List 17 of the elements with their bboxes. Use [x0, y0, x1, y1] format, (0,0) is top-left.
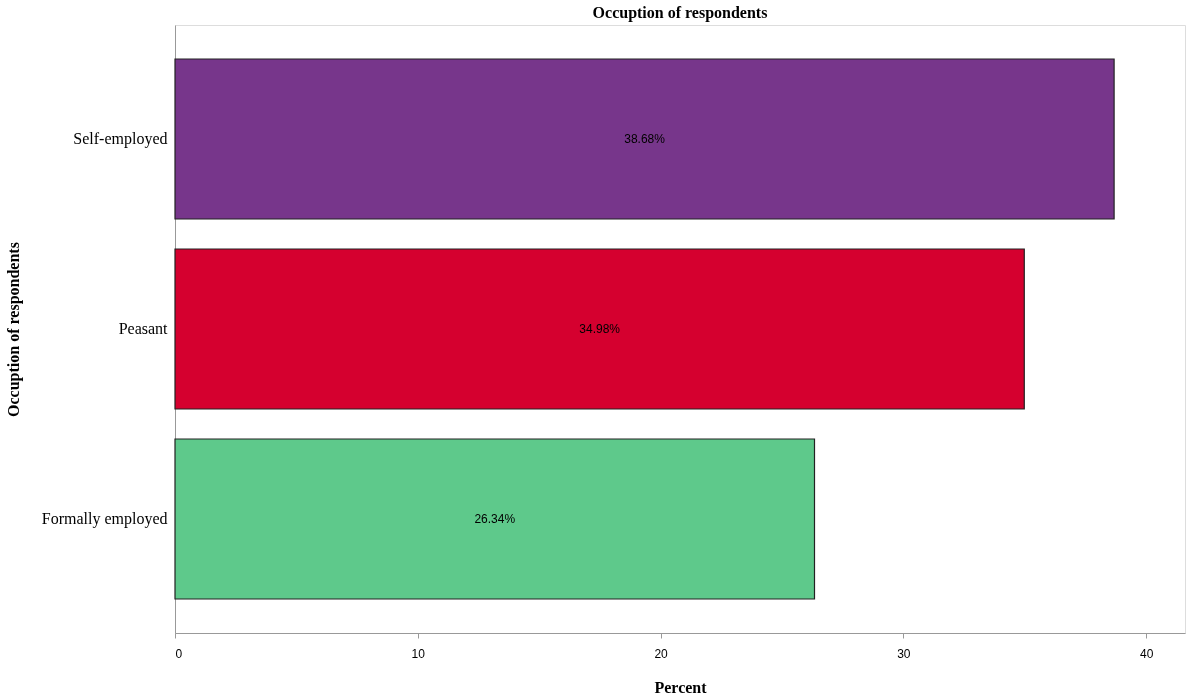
x-tick-label: 20	[654, 646, 669, 661]
chart-title: Occuption of respondents	[592, 4, 768, 22]
x-axis-title: Percent	[654, 678, 708, 696]
data-label: 38.68%	[624, 132, 666, 146]
y-tick-label: Peasant	[118, 320, 169, 337]
x-tick-label: 30	[897, 646, 911, 661]
bar	[174, 58, 1115, 220]
y-axis-title: Occuption of respondents	[4, 242, 23, 417]
data-label: 34.98%	[579, 322, 621, 336]
x-tick-label: 10	[411, 646, 426, 661]
data-label: 26.34%	[474, 512, 516, 526]
x-tick-label: 0	[175, 646, 183, 661]
bar	[174, 438, 816, 600]
bar	[174, 248, 1025, 410]
x-tick-label: 40	[1139, 646, 1154, 661]
y-tick-label: Formally employed	[41, 510, 168, 528]
y-tick-label: Self-employed	[73, 130, 168, 148]
